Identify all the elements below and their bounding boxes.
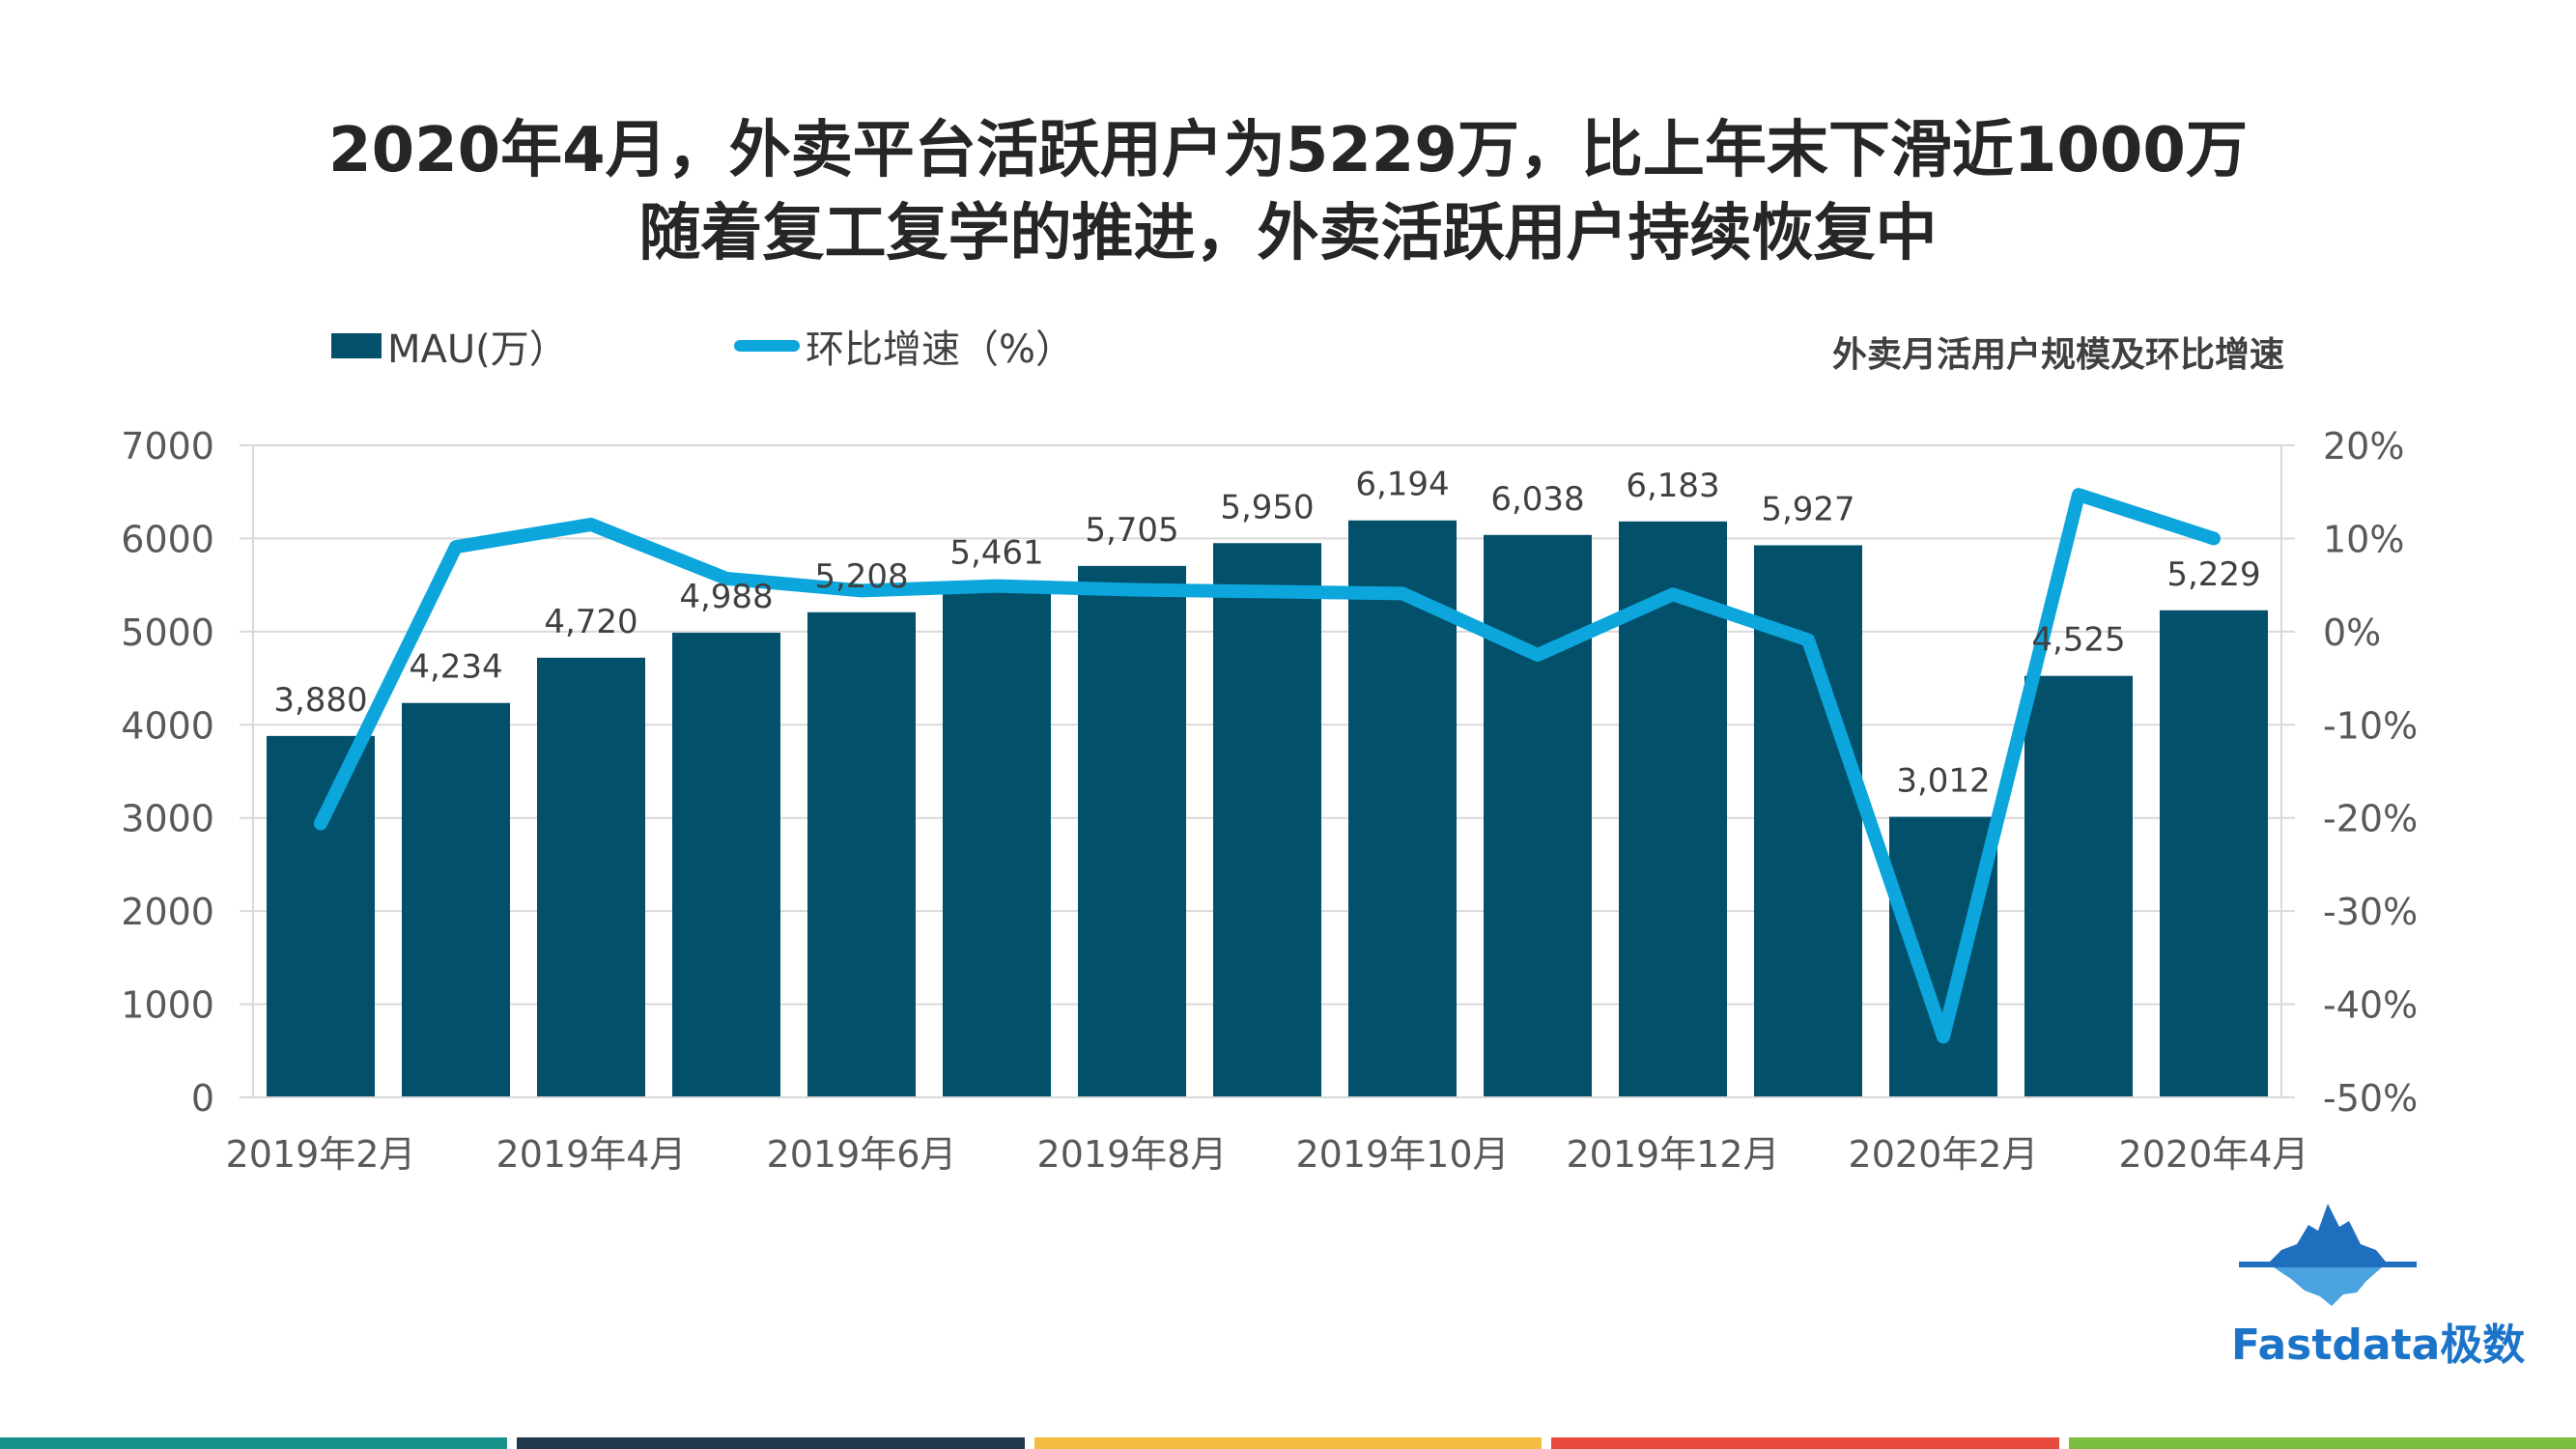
- growth-point: [723, 575, 729, 582]
- x-tick-label: 2020年4月: [2119, 1133, 2309, 1176]
- growth-point: [1400, 590, 1405, 597]
- y-left-tick-label: 0: [191, 1077, 214, 1120]
- y-left-tick-label: 1000: [121, 984, 214, 1027]
- x-tick-label: 2020年2月: [1849, 1133, 2039, 1176]
- bar-data-label: 3,880: [273, 681, 367, 720]
- bar: [537, 657, 645, 1097]
- bar-data-label: 5,950: [1220, 488, 1314, 526]
- y-right-tick-label: -10%: [2323, 704, 2418, 747]
- y-right-tick-label: 0%: [2323, 611, 2381, 654]
- chart-title: 外卖月活用户规模及环比增速: [1831, 335, 2284, 375]
- strip-segment: [0, 1437, 508, 1449]
- bar: [2160, 610, 2268, 1097]
- growth-point: [1805, 637, 1811, 643]
- bar: [267, 735, 375, 1097]
- y-left-tick-label: 7000: [121, 425, 214, 468]
- y-left-tick-label: 3000: [121, 798, 214, 840]
- bar-data-label: 6,183: [1626, 467, 1719, 505]
- y-left-tick-label: 4000: [121, 704, 214, 747]
- x-tick-label: 2019年10月: [1295, 1133, 1509, 1176]
- x-tick-label: 2019年4月: [496, 1133, 687, 1176]
- growth-point: [859, 587, 864, 594]
- legend-bar-swatch: [331, 333, 382, 358]
- y-right-tick-label: 10%: [2323, 518, 2404, 560]
- y-right-tick-label: -50%: [2323, 1077, 2418, 1120]
- bar-data-label: 6,038: [1490, 480, 1584, 519]
- bar-data-label: 4,988: [679, 578, 773, 616]
- growth-point: [588, 521, 594, 527]
- legend-item-growth: 环比增速（%）: [734, 323, 1074, 372]
- iceberg-logo-icon: [2239, 1204, 2417, 1306]
- y-right-tick-label: -40%: [2323, 984, 2418, 1027]
- bar-data-label: 5,229: [2166, 555, 2260, 594]
- growth-point: [2076, 492, 2081, 498]
- strip-segment: [1551, 1437, 2059, 1449]
- growth-point: [1264, 588, 1270, 595]
- bar: [672, 633, 780, 1097]
- bar: [402, 702, 510, 1097]
- growth-point: [1535, 651, 1541, 658]
- bar-data-label: 5,208: [814, 557, 908, 596]
- line-series: [314, 488, 2221, 1044]
- bar-data-label: 6,194: [1355, 466, 1449, 504]
- strip-segment: [517, 1437, 1025, 1449]
- bar: [2024, 675, 2133, 1097]
- bar-data-label: 5,461: [949, 533, 1043, 572]
- legend-line-label: 环比增速（%）: [806, 327, 1075, 372]
- chart-area: 3,880 4,234 4,720 4,988 5,208 5,461 5,705 5,950…: [121, 425, 2418, 1176]
- growth-point: [2211, 535, 2217, 542]
- y-right-tick-label: -20%: [2323, 798, 2418, 840]
- y-left-tick-label: 2000: [121, 891, 214, 933]
- bar: [807, 611, 916, 1097]
- legend-item-mau: MAU(万）: [331, 323, 568, 372]
- bar: [943, 588, 1051, 1097]
- y-right-tick-label: -30%: [2323, 891, 2418, 933]
- bar-data-label: 4,720: [544, 603, 637, 641]
- page-title: 2020年4月，外卖平台活跃用户为5229万，比上年末下滑近1000万: [328, 115, 2248, 186]
- bar: [1078, 565, 1186, 1097]
- growth-point: [1940, 1034, 1946, 1040]
- bar: [1213, 543, 1321, 1097]
- bar-data-label: 5,927: [1761, 490, 1854, 528]
- y-left-tick-label: 5000: [121, 611, 214, 654]
- bar-data-label: 4,525: [2031, 621, 2125, 660]
- bar-data-label: 5,705: [1085, 511, 1178, 550]
- x-tick-label: 2019年2月: [226, 1133, 416, 1176]
- y-left-tick-label: 6000: [121, 518, 214, 560]
- bar: [1484, 534, 1592, 1097]
- bar-data-label: 4,234: [409, 648, 502, 687]
- strip-segment: [1033, 1437, 1543, 1449]
- legend-line-swatch: [734, 340, 800, 352]
- bottom-color-strip: [0, 1437, 2576, 1449]
- strip-segment: [2068, 1437, 2576, 1449]
- y-right-tick-label: 20%: [2323, 425, 2404, 468]
- brand-name: Fastdata极数: [2231, 1321, 2526, 1370]
- growth-point: [1129, 586, 1135, 593]
- x-tick-label: 2019年8月: [1037, 1133, 1228, 1176]
- data-labels: 3,880 4,234 4,720 4,988 5,208 5,461 5,705 5,950…: [273, 466, 2260, 801]
- bar: [1889, 816, 1997, 1097]
- axes: 0 1000 2000 3000 4000 5000 6000 7000 -50% -40% -30…: [121, 425, 2418, 1176]
- page-subtitle: 随着复工复学的推进，外卖活跃用户持续恢复中: [638, 198, 1938, 270]
- bar-data-label: 3,012: [1896, 762, 1990, 801]
- x-tick-label: 2019年12月: [1566, 1133, 1779, 1176]
- legend-bar-label: MAU(万）: [387, 327, 568, 372]
- growth-point: [1670, 591, 1676, 598]
- growth-point: [994, 582, 1000, 589]
- growth-point: [318, 820, 324, 827]
- growth-point: [453, 544, 459, 551]
- x-tick-label: 2019年6月: [767, 1133, 957, 1176]
- bar-series: [267, 520, 2268, 1097]
